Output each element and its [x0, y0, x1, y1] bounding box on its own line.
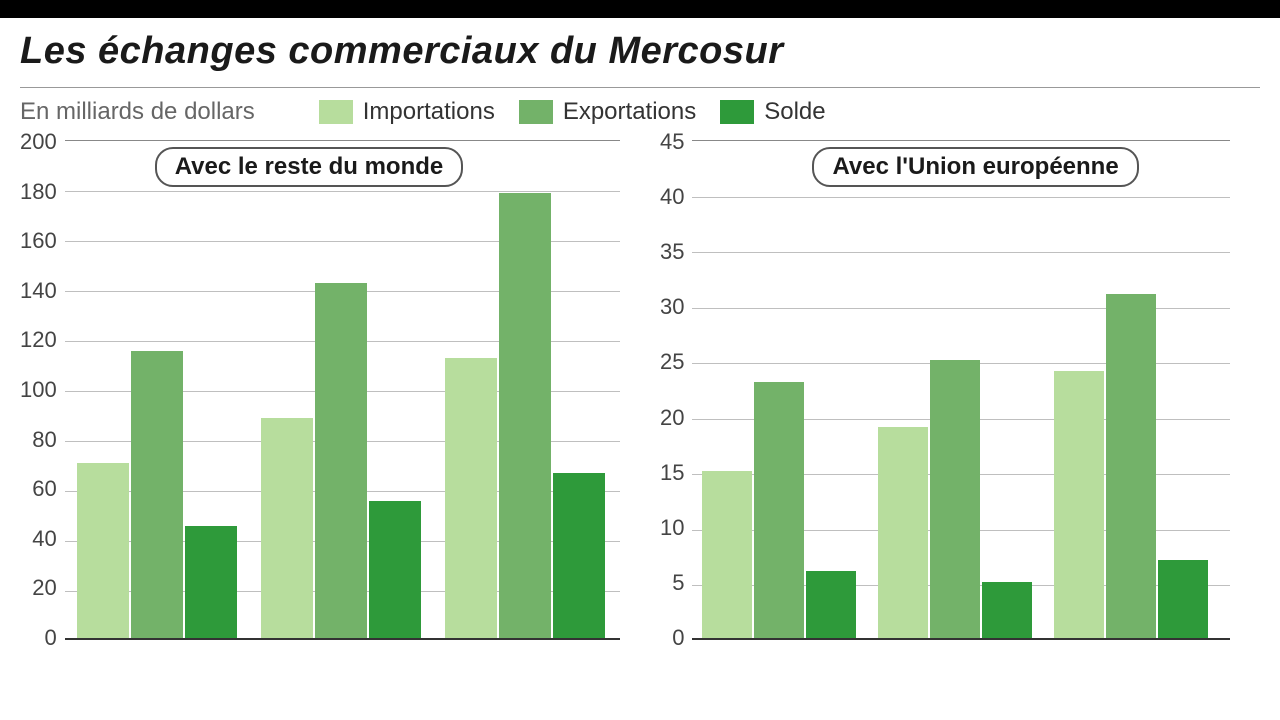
- legend-label-solde: Solde: [764, 98, 825, 126]
- ytick-label: 20: [660, 405, 684, 431]
- legend-item-solde: Solde: [720, 98, 825, 126]
- title-divider: [20, 87, 1260, 88]
- ytick-label: 180: [20, 179, 57, 205]
- bar-solde: [806, 571, 856, 638]
- page-title: Les échanges commerciaux du Mercosur: [20, 30, 1260, 73]
- legend-item-importations: Importations: [319, 98, 495, 126]
- ytick-label: 140: [20, 278, 57, 304]
- subtitle: En milliards de dollars: [20, 98, 255, 126]
- chart-world-plotwrap: 200180160140120100806040200 Avec le rest…: [20, 140, 620, 651]
- chart-eu-title: Avec l'Union européenne: [812, 147, 1138, 187]
- ytick-label: 15: [660, 460, 684, 486]
- chart-eu: 454035302520151050 Avec l'Union européen…: [660, 140, 1230, 651]
- chart-world-plot: Avec le reste du monde: [65, 140, 620, 640]
- ytick-label: 10: [660, 515, 684, 541]
- grid-line: [65, 191, 620, 192]
- bar-solde: [1158, 560, 1208, 638]
- bar-exportations: [131, 351, 183, 639]
- ytick-label: 25: [660, 349, 684, 375]
- bar-exportations: [499, 193, 551, 638]
- swatch-exportations: [519, 100, 553, 124]
- bar-importations: [878, 427, 928, 638]
- legend-item-exportations: Exportations: [519, 98, 696, 126]
- chart-world-yticks: 200180160140120100806040200: [20, 129, 65, 651]
- bar-exportations: [754, 382, 804, 638]
- ytick-label: 35: [660, 239, 684, 265]
- bar-solde: [369, 501, 421, 639]
- page-container: Les échanges commerciaux du Mercosur En …: [0, 18, 1280, 651]
- legend-label-importations: Importations: [363, 98, 495, 126]
- bar-importations: [702, 471, 752, 638]
- ytick-label: 200: [20, 129, 57, 155]
- ytick-label: 0: [44, 625, 56, 651]
- swatch-solde: [720, 100, 754, 124]
- bar-importations: [1054, 371, 1104, 638]
- grid-line: [692, 197, 1230, 198]
- top-black-bar: [0, 0, 1280, 18]
- bar-importations: [77, 463, 129, 638]
- ytick-label: 160: [20, 228, 57, 254]
- chart-world: 200180160140120100806040200 Avec le rest…: [20, 140, 620, 651]
- swatch-importations: [319, 100, 353, 124]
- charts-row: 200180160140120100806040200 Avec le rest…: [20, 140, 1260, 651]
- ytick-label: 30: [660, 294, 684, 320]
- legend-row: En milliards de dollars Importations Exp…: [20, 98, 1260, 126]
- bar-solde: [553, 473, 605, 638]
- ytick-label: 45: [660, 129, 684, 155]
- ytick-label: 5: [672, 570, 684, 596]
- ytick-label: 40: [32, 526, 56, 552]
- ytick-label: 40: [660, 184, 684, 210]
- legend-label-exportations: Exportations: [563, 98, 696, 126]
- ytick-label: 20: [32, 575, 56, 601]
- chart-eu-plotwrap: 454035302520151050 Avec l'Union européen…: [660, 140, 1230, 651]
- ytick-label: 0: [672, 625, 684, 651]
- bar-importations: [261, 418, 313, 638]
- chart-eu-plot: Avec l'Union européenne: [692, 140, 1230, 640]
- chart-world-title: Avec le reste du monde: [155, 147, 464, 187]
- ytick-label: 60: [32, 476, 56, 502]
- grid-line: [692, 252, 1230, 253]
- bar-exportations: [930, 360, 980, 638]
- chart-eu-yticks: 45 40 35 30 25 20 15 10 5 0: [660, 129, 692, 651]
- bar-solde: [982, 582, 1032, 638]
- bar-exportations: [315, 283, 367, 638]
- bar-exportations: [1106, 294, 1156, 638]
- ytick-label: 80: [32, 427, 56, 453]
- bar-solde: [185, 526, 237, 639]
- ytick-label: 100: [20, 377, 57, 403]
- ytick-label: 120: [20, 327, 57, 353]
- bar-importations: [445, 358, 497, 638]
